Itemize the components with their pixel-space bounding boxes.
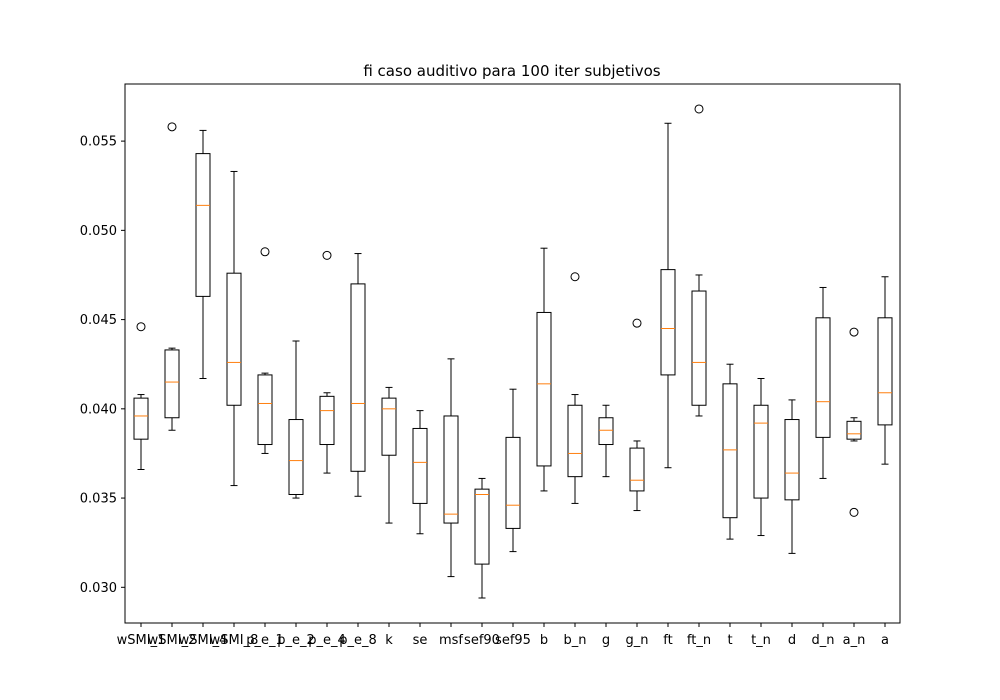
iqr-box [412,427,428,504]
outlier-point [136,322,146,332]
outlier-point [167,122,177,132]
iqr-box [784,419,800,501]
outlier-point [570,272,580,282]
x-tick-label: g [602,633,610,648]
outlier-point [694,104,704,114]
box-series [133,104,893,599]
iqr-box [226,272,242,406]
iqr-box [474,488,490,565]
iqr-box [257,374,273,446]
iqr-box [691,290,707,406]
iqr-box [629,447,645,492]
iqr-box [815,317,831,438]
iqr-box [598,417,614,446]
box-a_n [846,327,862,517]
y-axis: 0.030 0.035 0.040 0.045 0.050 0.055 [80,135,125,596]
iqr-box [319,395,335,446]
iqr-box [164,349,180,419]
x-tick-label: msf [439,633,463,648]
y-tick-label: 0.050 [80,224,117,239]
x-tick-label: se [413,633,428,648]
box-wSMI_4 [195,129,211,379]
iqr-box [567,404,583,478]
x-tick-label: p_e_1 [246,633,284,648]
x-tick-label: t_n [751,633,771,648]
x-tick-label: g_n [626,633,649,648]
box-g [598,404,614,478]
y-tick-label: 0.055 [80,135,117,150]
x-tick-label: ft_n [687,633,711,648]
iqr-box [195,153,211,297]
y-tick-label: 0.035 [80,492,117,507]
box-p_e_8 [350,253,366,497]
x-tick-label: p_e_4 [308,633,346,648]
x-tick-label: b_n [564,633,587,648]
box-ft_n [691,104,707,417]
box-d_n [815,286,831,479]
x-tick-label: t [727,633,732,648]
iqr-box [288,419,304,495]
y-tick-label: 0.040 [80,402,117,417]
iqr-box [443,415,459,524]
box-a [877,276,893,465]
box-wSMI_2 [164,122,180,431]
outlier-point [849,507,859,517]
x-tick-label: a [881,633,889,648]
x-tick-label: sef95 [495,633,531,648]
x-tick-label: wSMI_4 [179,633,228,648]
iqr-box [660,269,676,376]
iqr-box [722,383,738,519]
chart-title: fi caso auditivo para 100 iter subjetivo… [363,62,660,80]
iqr-box [877,317,893,426]
outlier-point [260,247,270,257]
x-tick-label: d [788,633,796,648]
x-tick-label: sef90 [464,633,500,648]
iqr-box [846,420,862,440]
iqr-box [536,311,552,467]
iqr-box [133,397,149,440]
iqr-box [381,397,397,456]
box-g_n [629,318,645,512]
box-b [536,247,552,492]
y-tick-label: 0.030 [80,581,117,596]
box-wSMI_1 [133,322,149,471]
box-t_n [753,377,769,537]
x-tick-label: p_e_2 [277,633,315,648]
x-axis: wSMI_1wSMI_2wSMI_4wSMI_8p_e_1p_e_2p_e_4p… [117,623,889,648]
x-tick-label: wSMI_2 [148,633,197,648]
box-b_n [567,272,583,504]
box-sef95 [505,388,521,553]
x-tick-label: wSMI_8 [210,633,259,648]
x-tick-label: a_n [843,633,866,648]
outlier-point [849,327,859,337]
box-d [784,399,800,554]
box-t [722,363,738,540]
box-p_e_1 [257,247,273,454]
outlier-point [632,318,642,328]
x-tick-label: wSMI_1 [117,633,166,648]
x-tick-label: d_n [812,633,835,648]
box-p_e_4 [319,250,335,474]
box-msf [443,358,459,578]
box-k [381,386,397,524]
iqr-box [753,404,769,499]
box-sef90 [474,477,490,599]
x-tick-label: k [385,633,393,648]
outlier-point [322,250,332,260]
iqr-box [505,436,521,529]
box-wSMI_8 [226,170,242,487]
iqr-box [350,283,366,472]
box-ft [660,122,676,469]
box-p_e_2 [288,340,304,499]
plot-area-frame [124,83,901,624]
x-tick-label: b [540,633,548,648]
x-tick-label: ft [663,633,672,648]
y-tick-label: 0.045 [80,313,117,328]
box-se [412,410,428,535]
x-tick-label: p_e_8 [339,633,377,648]
